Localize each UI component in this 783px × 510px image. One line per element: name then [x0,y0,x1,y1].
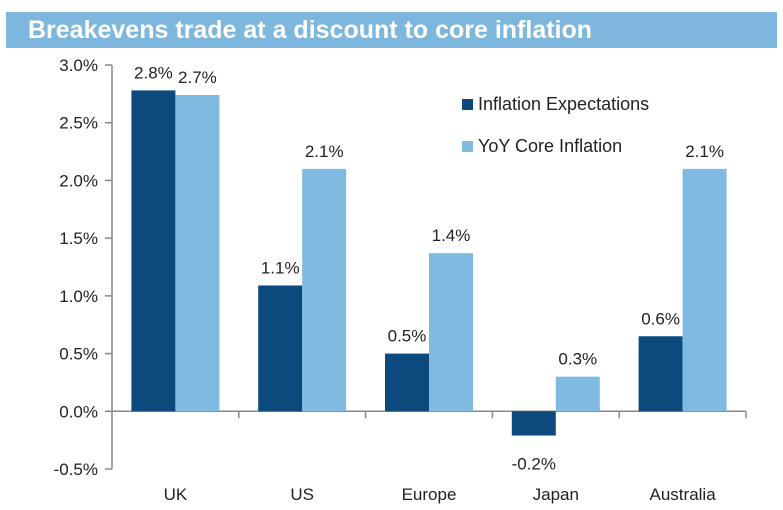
bar [555,376,600,412]
x-category-label: Australia [650,485,717,504]
y-tick-label: 1.0% [59,287,98,306]
bar [302,168,347,412]
data-labels: 2.8% 2.7% 1.1% 2.1% 0.5% 1.4% -0.2% 0.3% 0.6% 2.1… [134,63,724,473]
data-label: 2.7% [178,68,217,87]
bar [682,168,727,412]
data-label: 1.4% [432,226,471,245]
bar [511,411,556,436]
y-tick-label: 2.0% [59,171,98,190]
bar [258,285,303,412]
chart-title: Breakevens trade at a discount to core i… [28,16,593,44]
legend: Inflation Expectations YoY Core Inflation [462,94,649,156]
legend-label: Inflation Expectations [478,94,649,114]
data-label: 1.1% [261,258,300,277]
y-tick-label: -0.5% [54,460,98,479]
data-label: 2.1% [305,142,344,161]
data-label: 0.5% [388,327,427,346]
data-label: -0.2% [512,455,556,474]
x-category-label: US [290,485,314,504]
y-tick-label: 0.5% [59,345,98,364]
data-label: 0.6% [641,309,680,328]
x-category-label: Europe [402,485,457,504]
data-label: 0.3% [558,350,597,369]
bar [131,90,176,412]
data-label: 2.8% [134,63,173,82]
y-tick-label: 2.5% [59,114,98,133]
legend-label: YoY Core Inflation [478,136,622,156]
data-label: 2.1% [685,142,724,161]
x-category-label: Japan [533,485,579,504]
y-tick-label: 0.0% [59,402,98,421]
bars [131,90,727,436]
bar [385,353,429,412]
legend-swatch [462,141,473,152]
title-bar: Breakevens trade at a discount to core i… [6,12,777,48]
bar [175,95,220,412]
bar [429,253,473,412]
bar [638,336,683,412]
legend-swatch [462,99,473,110]
y-tick-label: 1.5% [59,229,98,248]
y-tick-label: 3.0% [59,56,98,75]
x-category-label: UK [164,485,188,504]
